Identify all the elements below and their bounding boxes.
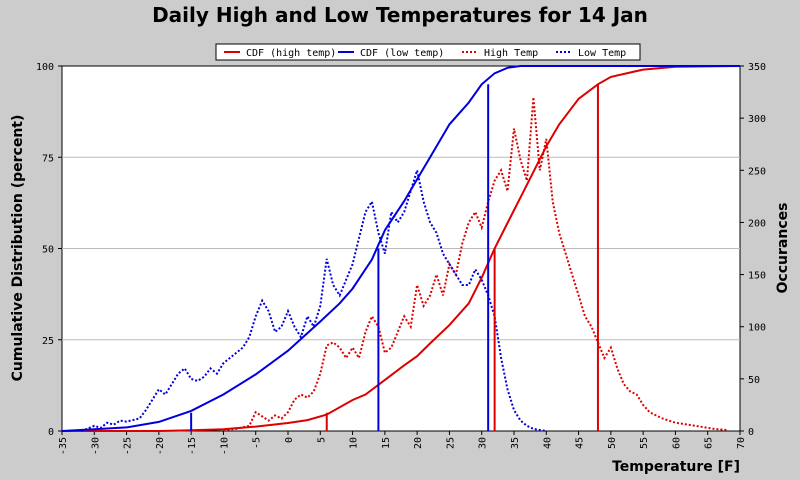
x-tick-label: 50 bbox=[607, 437, 618, 449]
x-tick-label: 15 bbox=[381, 437, 392, 449]
x-tick-label: 70 bbox=[736, 437, 747, 449]
x-tick-label: 65 bbox=[704, 437, 715, 449]
y-tick-label: 75 bbox=[42, 153, 54, 164]
y2-tick-label: 350 bbox=[748, 62, 766, 73]
y2-tick-label: 200 bbox=[748, 218, 766, 229]
y-axis-ticks: 0 25 50 75 100 bbox=[36, 62, 62, 438]
legend-box bbox=[215, 43, 641, 61]
chart-title: Daily High and Low Temperatures for 14 J… bbox=[152, 3, 648, 27]
series-line-0 bbox=[62, 65, 741, 432]
x-tick-label: 35 bbox=[510, 437, 521, 449]
x-tick-label: 55 bbox=[639, 437, 650, 449]
legend-label-0: CDF (high temp) bbox=[246, 48, 336, 59]
series-line-3 bbox=[81, 170, 547, 432]
x-tick-label: 60 bbox=[671, 437, 682, 449]
legend-label-3: Low Temp bbox=[578, 48, 626, 59]
x-tick-label: 5 bbox=[316, 437, 327, 443]
legend-label-2: High Temp bbox=[484, 48, 538, 59]
x-tick-label: -30 bbox=[90, 437, 101, 455]
y2-tick-label: 100 bbox=[748, 323, 766, 334]
x-tick-label: 40 bbox=[542, 437, 553, 449]
x-tick-label: 30 bbox=[478, 437, 489, 449]
y-axis-label: Cumulative Distribution (percent) bbox=[10, 115, 26, 382]
y2-axis-ticks: 0 50 100 150 200 250 300 350 bbox=[740, 62, 766, 438]
x-tick-label: -5 bbox=[252, 437, 263, 449]
x-axis-ticks: -35 -30 -25 -20 -15 -10 -5 0 5 10 15 20 25 30 35 40 45 50… bbox=[58, 431, 747, 455]
x-tick-label: -10 bbox=[219, 437, 230, 455]
x-tick-label: -15 bbox=[187, 437, 198, 455]
y-tick-label: 50 bbox=[42, 245, 54, 256]
y-tick-label: 25 bbox=[42, 336, 54, 347]
y-tick-label: 100 bbox=[36, 62, 54, 73]
x-tick-label: 45 bbox=[575, 437, 586, 449]
y2-tick-label: 0 bbox=[748, 427, 754, 438]
x-tick-label: 20 bbox=[413, 437, 424, 449]
x-tick-label: 10 bbox=[349, 437, 360, 449]
y2-tick-label: 150 bbox=[748, 271, 766, 282]
x-tick-label: -25 bbox=[123, 437, 134, 455]
legend: CDF (high temp) CDF (low temp) High Temp Lo… bbox=[215, 43, 641, 61]
series-line-2 bbox=[223, 97, 728, 431]
y-tick-label: 0 bbox=[48, 427, 54, 438]
series-group bbox=[61, 65, 741, 432]
x-axis-label: Temperature [F] bbox=[612, 459, 740, 475]
y2-tick-label: 50 bbox=[748, 375, 760, 386]
x-tick-label: 0 bbox=[284, 437, 295, 443]
series-line-1 bbox=[61, 65, 740, 432]
legend-label-1: CDF (low temp) bbox=[360, 48, 444, 59]
x-tick-label: -35 bbox=[58, 437, 69, 455]
y2-tick-label: 250 bbox=[748, 166, 766, 177]
x-tick-label: -20 bbox=[155, 437, 166, 455]
markers-group bbox=[190, 84, 599, 431]
y2-tick-label: 300 bbox=[748, 114, 766, 125]
x-tick-label: 25 bbox=[445, 437, 456, 449]
y2-axis-label: Occurances bbox=[775, 203, 791, 294]
grid bbox=[62, 156, 740, 341]
